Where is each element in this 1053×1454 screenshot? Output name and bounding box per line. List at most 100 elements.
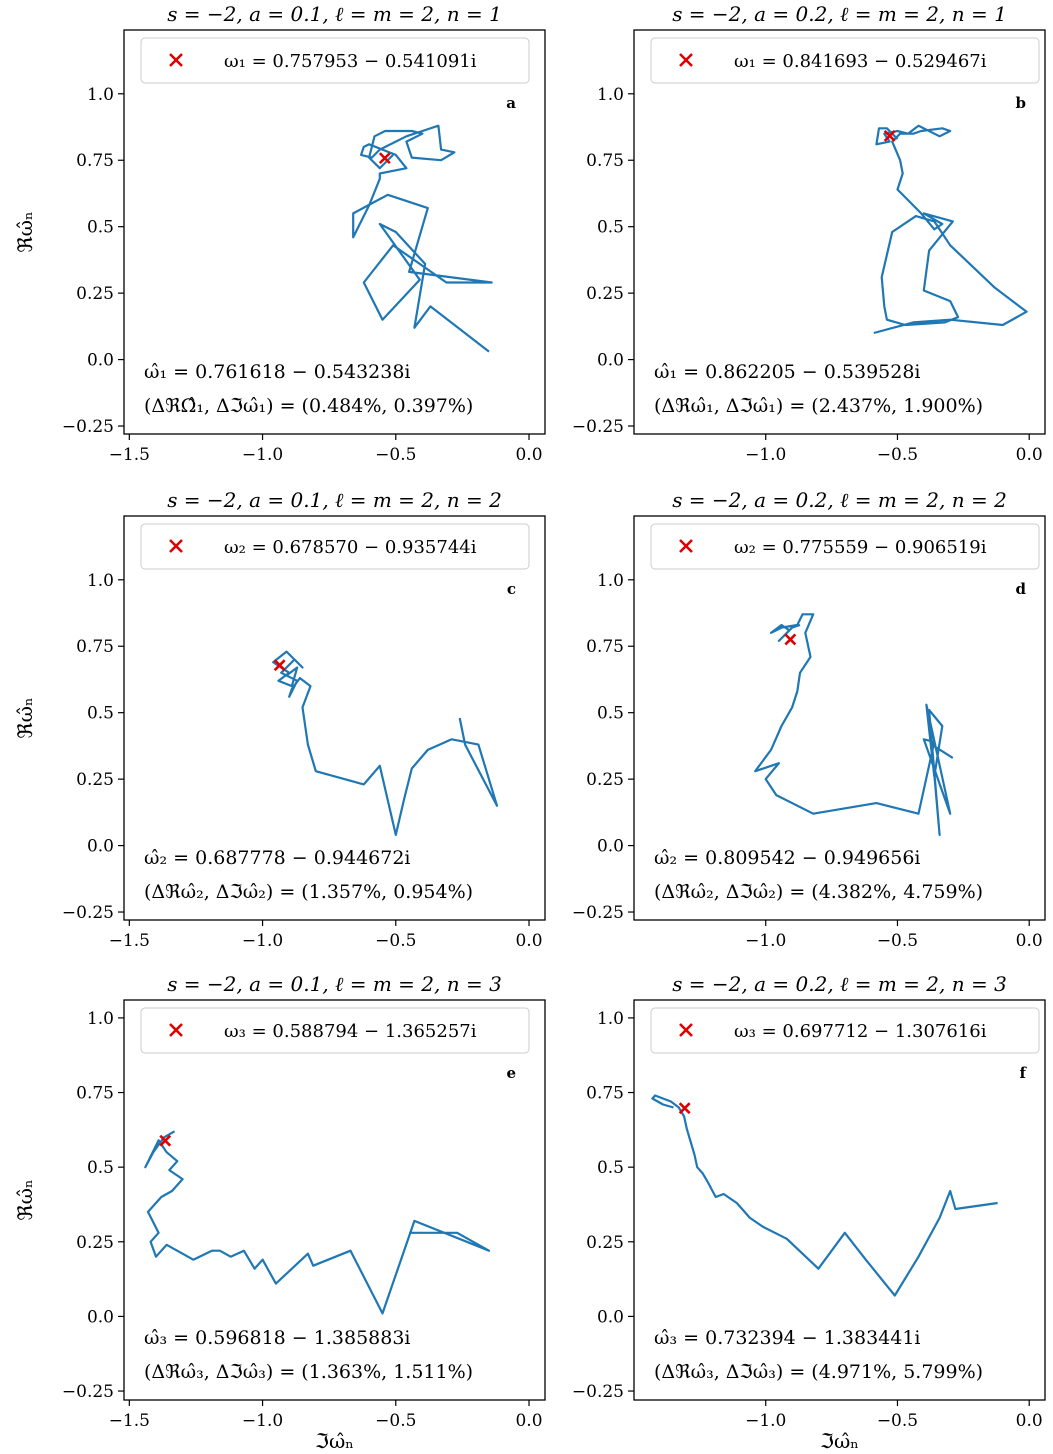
y-tick-label: 0.0: [87, 837, 114, 857]
x-tick-label: −0.5: [375, 445, 416, 465]
y-tick-label: 0.75: [76, 1084, 114, 1104]
panel-f: s = −2, a = 0.2, ℓ = m = 2, n = 3 −0.25 0.…: [572, 972, 1046, 1453]
x-tick-label: −1.0: [242, 445, 283, 465]
panel-c: s = −2, a = 0.1, ℓ = m = 2, n = 2 −0.25 0.…: [13, 488, 546, 951]
y-tick-label: 0.75: [586, 637, 624, 657]
y-tick-label: 1.0: [87, 1009, 114, 1029]
x-tick-label: −0.5: [375, 931, 416, 951]
x-tick-label: −1.0: [242, 1411, 283, 1431]
axes-frame: [633, 515, 1046, 921]
panel-title: s = −2, a = 0.2, ℓ = m = 2, n = 1: [672, 2, 1007, 26]
panel-letter: f: [1020, 1064, 1028, 1082]
legend-label: ω₁ = 0.841693 − 0.529467i: [734, 51, 987, 72]
x-tick-label: −1.5: [109, 931, 150, 951]
estimate-label: ω̂₁ = 0.761618 − 0.543238i: [144, 361, 411, 383]
estimate-label: ω̂₃ = 0.596818 − 1.385883i: [144, 1327, 411, 1349]
x-tick-label: −0.5: [375, 1411, 416, 1431]
legend-label: ω₂ = 0.678570 − 0.935744i: [224, 537, 477, 558]
target-marker: [678, 1102, 691, 1115]
error-label: (Δℜω̂₁, Δℑω̂₁) = (2.437%, 1.900%): [654, 395, 983, 417]
axes-frame: [633, 999, 1046, 1401]
trajectory-line: [272, 650, 499, 837]
axes-frame: [633, 29, 1046, 435]
target-marker: [883, 129, 896, 142]
legend: ω₃ = 0.697712 − 1.307616i: [650, 1007, 1040, 1054]
x-tick-label: 0.0: [515, 445, 542, 465]
error-label: (ΔℜΩ̂₁, Δℑω̂₁) = (0.484%, 0.397%): [144, 395, 473, 417]
axes-frame: [123, 999, 546, 1401]
trajectory-line: [651, 1094, 998, 1297]
y-tick-label: 0.75: [76, 151, 114, 171]
estimate-label: ω̂₂ = 0.809542 − 0.949656i: [654, 847, 921, 869]
error-label: (Δℜω̂₃, Δℑω̂₃) = (1.363%, 1.511%): [144, 1361, 473, 1383]
y-tick-label: 0.5: [597, 1158, 624, 1178]
panel-letter: e: [506, 1064, 516, 1082]
legend: ω₂ = 0.678570 − 0.935744i: [140, 523, 530, 570]
y-tick-label: 0.0: [597, 837, 624, 857]
y-tick-label: 0.0: [87, 351, 114, 371]
legend-label: ω₂ = 0.775559 − 0.906519i: [734, 537, 987, 558]
y-tick-label: 1.0: [597, 1009, 624, 1029]
y-tick-label: 0.75: [586, 1084, 624, 1104]
target-marker: [273, 659, 286, 672]
y-tick-label: 1.0: [87, 85, 114, 105]
y-tick-label: 0.25: [76, 1233, 114, 1253]
panel-title: s = −2, a = 0.1, ℓ = m = 2, n = 3: [167, 972, 502, 996]
y-axis-label: ℜω̂ₙ: [13, 211, 37, 252]
legend: ω₃ = 0.588794 − 1.365257i: [140, 1007, 530, 1054]
y-tick-label: 0.5: [87, 218, 114, 238]
y-tick-label: −0.25: [62, 417, 114, 437]
y-tick-label: −0.25: [572, 903, 624, 923]
x-tick-label: −0.5: [877, 445, 918, 465]
y-tick-label: −0.25: [572, 1382, 624, 1402]
panel-letter: b: [1016, 94, 1027, 112]
error-label: (Δℜω̂₂, Δℑω̂₂) = (1.357%, 0.954%): [144, 881, 473, 903]
panel-letter: c: [507, 580, 516, 598]
trajectory-line: [352, 124, 493, 353]
y-tick-label: 0.0: [597, 351, 624, 371]
y-tick-label: 0.0: [87, 1307, 114, 1327]
y-tick-label: 0.5: [87, 704, 114, 724]
y-tick-label: 0.75: [76, 637, 114, 657]
target-marker: [784, 633, 797, 646]
target-marker: [378, 152, 391, 165]
x-tick-label: −1.0: [745, 445, 786, 465]
y-tick-label: 0.75: [586, 151, 624, 171]
y-tick-label: 0.25: [586, 284, 624, 304]
x-tick-label: −1.0: [745, 1411, 786, 1431]
x-tick-label: −1.5: [109, 445, 150, 465]
y-tick-label: 0.0: [597, 1307, 624, 1327]
legend: ω₁ = 0.841693 − 0.529467i: [650, 37, 1040, 84]
y-tick-label: −0.25: [62, 1382, 114, 1402]
panel-letter: d: [1016, 580, 1027, 598]
legend-label: ω₃ = 0.697712 − 1.307616i: [734, 1021, 987, 1042]
y-tick-label: 0.25: [586, 770, 624, 790]
y-tick-label: 1.0: [597, 571, 624, 591]
panel-e: s = −2, a = 0.1, ℓ = m = 2, n = 3 −0.25 0.…: [13, 972, 546, 1453]
panel-letter: a: [506, 94, 516, 112]
axes-frame: [123, 515, 546, 921]
y-tick-label: 0.25: [76, 770, 114, 790]
y-axis-label: ℜω̂ₙ: [13, 1179, 37, 1220]
panel-title: s = −2, a = 0.2, ℓ = m = 2, n = 3: [672, 972, 1007, 996]
panel-b: s = −2, a = 0.2, ℓ = m = 2, n = 1 −0.25 0.…: [572, 2, 1046, 465]
panel-d: s = −2, a = 0.2, ℓ = m = 2, n = 2 −0.25 0.…: [572, 488, 1046, 951]
x-tick-label: −0.5: [877, 1411, 918, 1431]
estimate-label: ω̂₁ = 0.862205 − 0.539528i: [654, 361, 921, 383]
panel-title: s = −2, a = 0.2, ℓ = m = 2, n = 2: [672, 488, 1007, 512]
axes-frame: [123, 29, 546, 435]
legend-label: ω₁ = 0.757953 − 0.541091i: [224, 51, 477, 72]
x-axis-label: ℑω̂ₙ: [820, 1429, 859, 1453]
panel-title: s = −2, a = 0.1, ℓ = m = 2, n = 2: [167, 488, 502, 512]
x-tick-label: −1.5: [109, 1411, 150, 1431]
y-tick-label: 1.0: [597, 85, 624, 105]
trajectory-line: [754, 613, 954, 837]
x-tick-label: −0.5: [877, 931, 918, 951]
x-tick-label: 0.0: [1016, 931, 1043, 951]
x-tick-label: 0.0: [1016, 1411, 1043, 1431]
error-label: (Δℜω̂₃, Δℑω̂₃) = (4.971%, 5.799%): [654, 1361, 983, 1383]
y-tick-label: 0.5: [597, 704, 624, 724]
y-tick-label: 1.0: [87, 571, 114, 591]
legend-label: ω₃ = 0.588794 − 1.365257i: [224, 1021, 477, 1042]
